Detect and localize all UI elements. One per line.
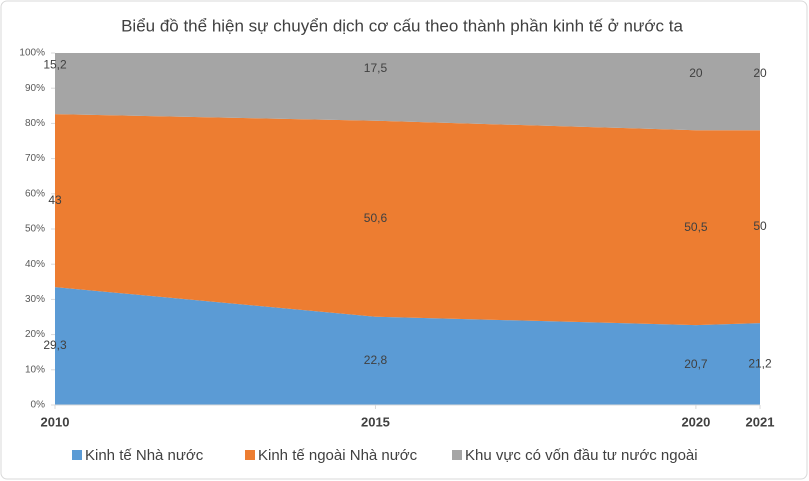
y-tick-label: 10%: [25, 364, 45, 375]
data-label: 20: [689, 66, 703, 80]
x-tick-label: 2015: [361, 414, 390, 429]
y-tick-label: 30%: [25, 294, 45, 305]
data-label: 50: [753, 219, 767, 233]
y-tick-label: 70%: [25, 153, 45, 164]
data-label: 21,2: [748, 356, 772, 370]
data-label: 50,5: [684, 220, 708, 234]
legend-label: Kinh tế Nhà nước: [85, 447, 204, 464]
data-label: 20,7: [684, 357, 708, 371]
legend-swatch: [452, 450, 462, 460]
data-label: 20: [753, 66, 767, 80]
legend-swatch: [245, 450, 255, 460]
area: [55, 53, 760, 131]
data-label: 17,5: [364, 61, 388, 75]
y-tick-label: 0%: [31, 400, 46, 411]
area: [55, 287, 760, 405]
area: [55, 114, 760, 326]
legend-swatch: [72, 450, 82, 460]
y-tick-label: 90%: [25, 83, 45, 94]
y-tick-label: 20%: [25, 329, 45, 340]
y-tick-label: 40%: [25, 259, 45, 270]
data-label: 43: [48, 193, 62, 207]
x-tick-label: 2021: [746, 414, 775, 429]
y-tick-label: 80%: [25, 118, 45, 129]
x-tick-label: 2020: [681, 414, 710, 429]
legend-label: Khu vực có vốn đầu tư nước ngoài: [465, 447, 698, 464]
data-label: 22,8: [364, 353, 388, 367]
y-tick-label: 100%: [19, 48, 45, 59]
data-label: 15,2: [43, 58, 67, 72]
chart-title: Biểu đồ thể hiện sự chuyển dịch cơ cấu t…: [121, 16, 683, 35]
y-tick-label: 50%: [25, 224, 45, 235]
data-label: 50,6: [364, 211, 388, 225]
y-tick-label: 60%: [25, 188, 45, 199]
data-label: 29,3: [43, 338, 67, 352]
legend-label: Kinh tế ngoài Nhà nước: [258, 447, 418, 464]
x-tick-label: 2010: [41, 414, 70, 429]
